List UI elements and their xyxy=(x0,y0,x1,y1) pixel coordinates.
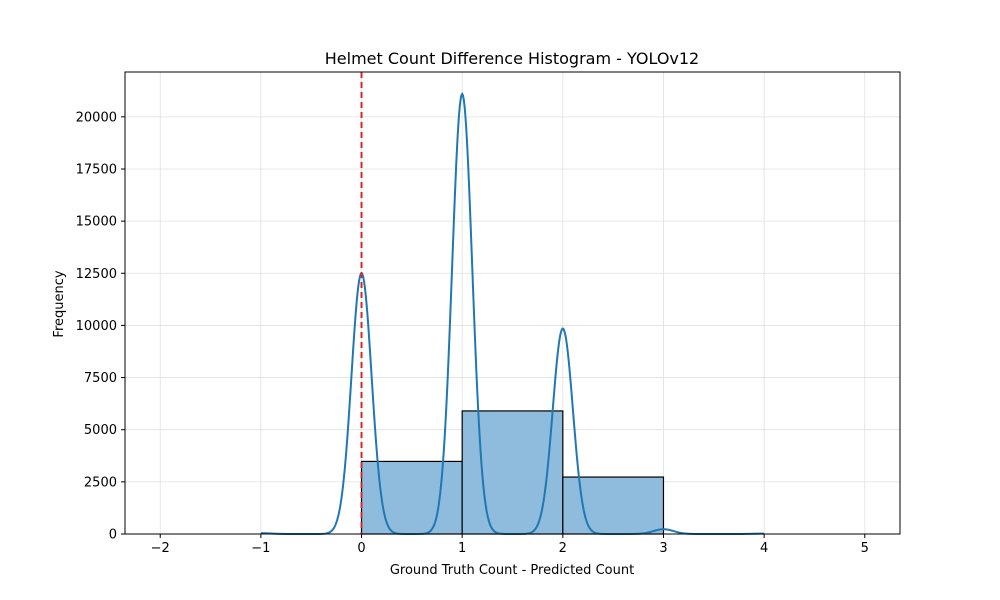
x-axis-ticks: −2 −1 0 1 2 3 4 5 xyxy=(151,534,869,556)
y-tick-label: 5000 xyxy=(84,423,117,438)
y-axis-title: Frequency xyxy=(52,270,67,337)
y-axis-ticks: 0 2500 5000 7500 10000 12500 15000 17500 20000 xyxy=(76,110,125,543)
y-tick-label: 15000 xyxy=(76,215,117,230)
y-tick-label: 17500 xyxy=(76,162,117,177)
x-tick-label: −2 xyxy=(151,541,170,556)
y-tick-label: 12500 xyxy=(76,267,117,282)
x-tick-label: 0 xyxy=(357,541,365,556)
y-tick-label: 20000 xyxy=(76,110,117,125)
y-tick-label: 10000 xyxy=(76,319,117,334)
y-tick-label: 2500 xyxy=(84,475,117,490)
x-tick-label: 1 xyxy=(458,541,466,556)
x-axis-title: Ground Truth Count - Predicted Count xyxy=(390,563,634,578)
chart-title: Helmet Count Difference Histogram - YOLO… xyxy=(325,49,699,68)
histogram-bar xyxy=(562,476,665,535)
x-tick-label: 4 xyxy=(760,541,768,556)
y-tick-label: 0 xyxy=(109,528,117,543)
x-tick-label: −1 xyxy=(251,541,270,556)
histogram-bar xyxy=(360,460,463,535)
y-tick-label: 7500 xyxy=(84,371,117,386)
x-tick-label: 5 xyxy=(861,541,869,556)
plot-frame xyxy=(124,71,901,535)
x-tick-label: 2 xyxy=(559,541,567,556)
x-tick-label: 3 xyxy=(659,541,667,556)
